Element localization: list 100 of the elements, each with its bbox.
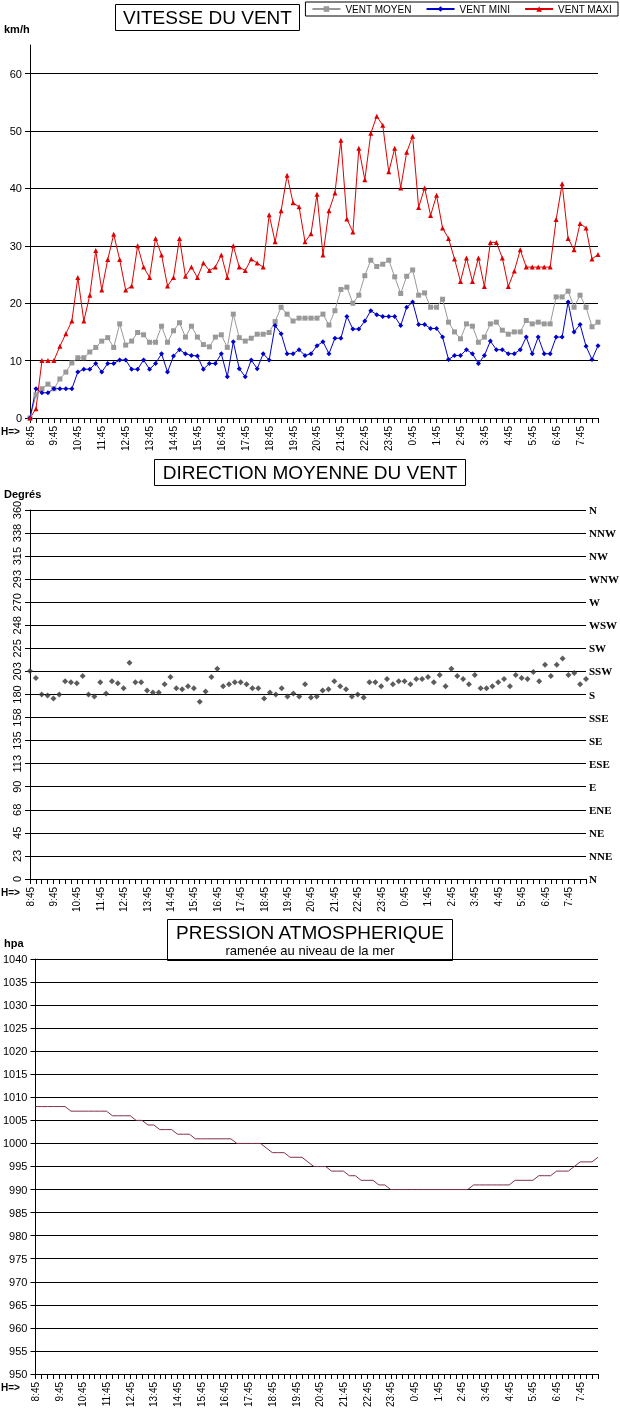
x-tick-label: 17:45 xyxy=(243,1381,255,1408)
x-tick-label: 1:45 xyxy=(432,1381,444,1402)
x-tick-label: 9:45 xyxy=(47,886,59,907)
text: N xyxy=(589,504,597,516)
x-tick-label: 19:45 xyxy=(287,425,299,452)
x-tick-label: 4:45 xyxy=(502,425,514,446)
y-tick-label: 985 xyxy=(9,1206,28,1219)
y-tick-label: 40 xyxy=(9,182,22,195)
y-tick-label: 158 xyxy=(10,708,23,727)
x-tick-label: 15:45 xyxy=(191,425,203,452)
x-tick-label: 10:45 xyxy=(71,886,83,913)
x-tick-label: 18:45 xyxy=(263,425,275,452)
x-tick-label: 5:45 xyxy=(527,1381,539,1402)
legend-label: VENT MOYEN xyxy=(345,3,412,15)
x-tick-label: 22:45 xyxy=(359,425,371,452)
x-tick-label: 11:45 xyxy=(94,886,106,912)
x-tick-label: 21:45 xyxy=(337,1381,349,1408)
text: N xyxy=(589,873,597,885)
x-tick-label: 20:45 xyxy=(311,425,323,452)
text: ENE xyxy=(589,803,612,816)
text: NE xyxy=(589,826,605,839)
x-tick-label: 9:45 xyxy=(48,425,60,446)
x-tick-label: 22:45 xyxy=(352,886,364,913)
chart-title: DIRECTION MOYENNE DU VENT xyxy=(162,462,458,483)
y-axis-title: Degrés xyxy=(4,487,42,500)
y-axis-title: km/h xyxy=(4,22,30,35)
chart-title: PRESSION ATMOSPHERIQUE xyxy=(176,922,444,943)
x-tick-label: 8:45 xyxy=(24,886,36,907)
x-tick-label: 18:45 xyxy=(266,1381,278,1408)
x-tick-label: 2:45 xyxy=(456,1381,468,1402)
y-tick-label: 1015 xyxy=(2,1068,28,1081)
x-tick-label: 10:45 xyxy=(72,425,84,452)
x-tick-label: 2:45 xyxy=(445,886,457,907)
x-tick-label: 2:45 xyxy=(454,425,466,446)
y-tick-label: 20 xyxy=(9,297,22,310)
x-tick-label: 4:45 xyxy=(503,1381,515,1402)
y-tick-label: 293 xyxy=(10,570,23,589)
y-axis-title: hpa xyxy=(4,936,25,949)
x-tick-label: 23:45 xyxy=(383,425,395,452)
y-tick-label: 315 xyxy=(10,546,23,566)
x-tick-label: 20:45 xyxy=(314,1381,326,1408)
x-tick-label: 13:45 xyxy=(141,886,153,913)
legend-label: VENT MINI xyxy=(459,3,510,15)
x-tick-label: 15:45 xyxy=(195,1381,207,1408)
x-tick-label: 15:45 xyxy=(188,886,200,913)
text: W xyxy=(589,596,600,609)
y-tick-label: 955 xyxy=(9,1344,28,1357)
text: WSW xyxy=(589,619,618,632)
x-tick-label: 6:45 xyxy=(539,886,551,907)
x-tick-label: 6:45 xyxy=(550,425,562,446)
x-tick-label: 8:45 xyxy=(24,425,36,446)
x-tick-label: 20:45 xyxy=(305,886,317,913)
x-tick-label: 14:45 xyxy=(172,1381,184,1408)
y-tick-label: 338 xyxy=(10,523,23,543)
x-tick-label: 10:45 xyxy=(77,1381,89,1408)
x-tick-label: 16:45 xyxy=(215,425,227,452)
y-tick-label: 1035 xyxy=(2,976,28,989)
x-tick-label: 3:45 xyxy=(479,1381,491,1402)
x-tick-label: 6:45 xyxy=(551,1381,563,1402)
y-tick-label: 180 xyxy=(10,685,23,704)
x-tick-label: 5:45 xyxy=(516,886,528,907)
x-tick-label: 19:45 xyxy=(282,886,294,913)
y-tick-label: 90 xyxy=(10,780,23,793)
y-tick-label: 270 xyxy=(10,593,23,612)
y-tick-label: 1040 xyxy=(2,953,28,965)
x-tick-label: 12:45 xyxy=(124,1381,136,1408)
text: SSE xyxy=(589,711,609,724)
x-tick-label: 7:45 xyxy=(574,425,586,446)
x-tick-label: 11:45 xyxy=(101,1381,113,1407)
x-tick-label: 1:45 xyxy=(422,886,434,907)
text: H=> xyxy=(1,1381,21,1393)
x-tick-label: 12:45 xyxy=(120,425,132,452)
x-tick-label: 21:45 xyxy=(335,425,347,452)
x-tick-label: 18:45 xyxy=(258,886,270,913)
text: SE xyxy=(589,734,603,747)
x-tick-label: 19:45 xyxy=(290,1381,302,1408)
y-tick-label: 1005 xyxy=(2,1114,28,1127)
y-tick-label: 360 xyxy=(10,500,23,520)
x-tick-label: 11:45 xyxy=(96,425,108,451)
y-tick-label: 980 xyxy=(9,1229,28,1242)
x-tick-label: 16:45 xyxy=(219,1381,231,1408)
text: SSW xyxy=(589,665,613,678)
y-tick-label: 113 xyxy=(10,754,23,773)
x-tick-label: 17:45 xyxy=(235,886,247,913)
x-tick-label: 13:45 xyxy=(148,1381,160,1408)
x-tick-label: 14:45 xyxy=(167,425,179,452)
y-tick-label: 30 xyxy=(9,239,22,252)
y-tick-label: 1025 xyxy=(2,1022,28,1035)
text: NW xyxy=(589,550,608,563)
y-tick-label: 990 xyxy=(9,1183,28,1196)
x-tick-label: 14:45 xyxy=(164,886,176,913)
y-tick-label: 248 xyxy=(10,616,23,635)
x-tick-label: 17:45 xyxy=(239,425,251,452)
y-tick-label: 135 xyxy=(10,731,23,750)
y-tick-label: 975 xyxy=(9,1252,28,1265)
x-tick-label: 23:45 xyxy=(375,886,387,913)
x-tick-label: 22:45 xyxy=(361,1381,373,1408)
x-tick-label: 1:45 xyxy=(431,425,443,446)
y-tick-label: 0 xyxy=(15,412,22,424)
y-tick-label: 965 xyxy=(9,1298,28,1311)
